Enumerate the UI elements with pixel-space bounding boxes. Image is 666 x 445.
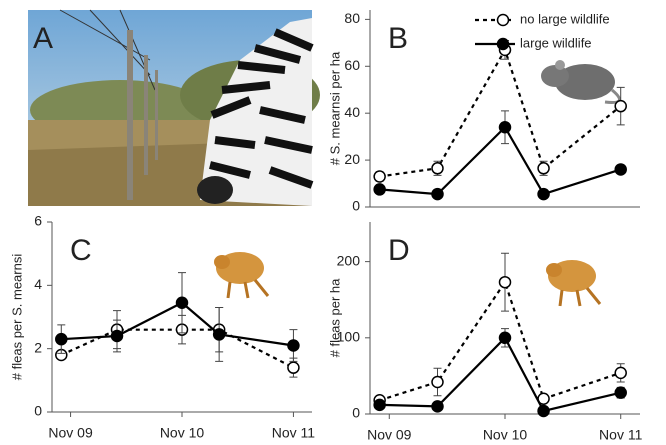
marker [498,121,512,134]
y-tick-label: 40 [344,104,360,120]
legend-marker [496,13,510,27]
y-tick-label: 200 [337,252,361,268]
x-tick-label: Nov 09 [48,425,93,441]
rat-icon [541,60,621,104]
panel-label: D [388,234,410,267]
marker [537,404,550,418]
legend-marker [496,37,510,51]
marker [498,275,512,289]
y-tick-label: 100 [337,329,361,345]
marker [498,331,512,345]
x-tick-label: Nov 10 [483,427,528,443]
y-tick-label: 6 [34,213,42,229]
y-tick-label: 80 [344,10,360,26]
series-line [379,335,621,413]
marker [55,332,68,346]
y-tick-label: 0 [352,198,360,214]
marker [614,366,627,380]
series-line [60,328,294,369]
y-tick-label: 60 [344,57,360,73]
marker [614,386,627,399]
marker [373,170,386,183]
marker [537,162,550,175]
x-tick-label: Nov 11 [599,427,643,443]
y-tick-label: 0 [352,405,360,421]
legend-label: large wildlife [520,35,592,50]
y-tick-label: 4 [34,276,42,292]
marker [614,99,627,113]
marker [212,328,226,341]
x-tick-label: Nov 11 [272,425,316,441]
y-tick-label: 20 [344,151,360,167]
y-axis-label: # fleas per ha [327,278,342,358]
flea-icon [546,260,602,307]
marker [431,375,444,389]
panel-label: C [70,234,92,267]
marker [431,187,444,201]
series-line [379,125,622,196]
marker [614,163,627,176]
x-tick-label: Nov 09 [367,427,412,443]
photo [28,9,320,206]
marker [537,187,550,201]
marker [431,162,444,175]
marker [373,398,386,412]
marker [175,296,189,309]
marker [287,361,300,374]
panel-label: A [33,22,53,55]
panel-label: B [388,22,408,55]
y-tick-label: 2 [34,339,42,355]
flea-icon [214,252,270,299]
series-line [61,301,294,347]
x-tick-label: Nov 10 [160,425,205,441]
series-line [379,279,622,402]
marker [373,183,386,196]
marker [110,329,124,343]
legend-label: no large wildlife [520,11,610,26]
marker [431,400,444,413]
y-axis-label: # S. mearnsi per ha [327,51,342,165]
y-tick-label: 0 [34,403,42,419]
y-axis-label: # fleas per S. mearnsi [9,254,24,381]
marker [287,339,300,352]
